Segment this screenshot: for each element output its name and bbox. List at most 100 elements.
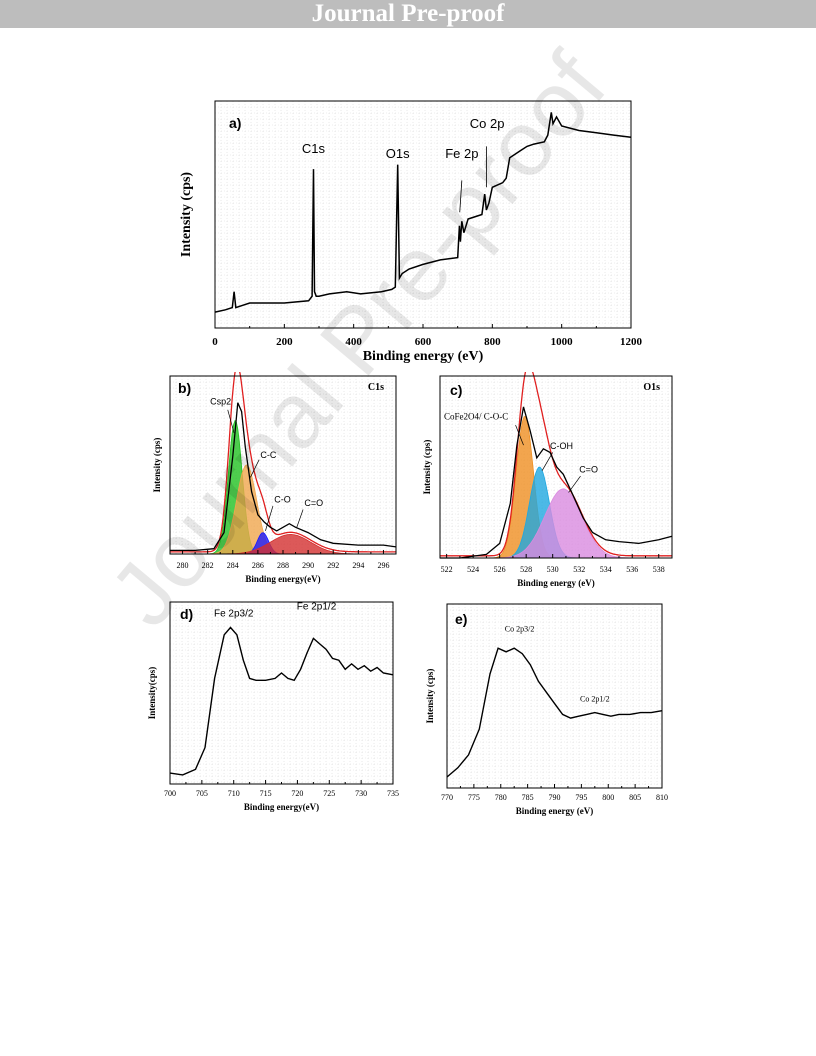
x-tick-label: 282 xyxy=(202,561,214,570)
x-tick-label: 1200 xyxy=(620,336,643,348)
banner-title: Journal Pre-proof xyxy=(311,0,505,27)
annotation-c-double-o-pointer xyxy=(296,509,304,528)
x-tick-label: 530 xyxy=(547,565,559,574)
x-tick-label: 800 xyxy=(602,793,614,802)
co2p-chart: 770 775 780 785 790 795 800 805 810 Binding energ… xyxy=(425,603,668,816)
annotation-fe2p: Fe 2p xyxy=(445,146,478,161)
data-line xyxy=(169,626,394,776)
x-tick-label: 800 xyxy=(484,336,501,348)
annotation-fe2p32: Fe 2p3/2 xyxy=(214,609,254,620)
x-tick-label: 730 xyxy=(355,789,367,798)
x-tick-label: 710 xyxy=(228,789,240,798)
x-tick-label: 526 xyxy=(494,565,506,574)
x-tick-label: 725 xyxy=(323,789,335,798)
grid-dots xyxy=(170,602,393,784)
annotation-c1s: C1s xyxy=(302,141,326,156)
x-tick-label: 538 xyxy=(653,565,665,574)
y-axis-label: Intensity (cps) xyxy=(179,172,194,258)
x-tick-label: 524 xyxy=(467,565,479,574)
grid-dots xyxy=(215,101,631,328)
y-axis-label: Intensity (cps) xyxy=(425,669,435,724)
x-tick-label: 600 xyxy=(415,336,432,348)
annotation-cc-pointer xyxy=(250,459,260,478)
x-axis-label: Binding energy(eV) xyxy=(245,574,320,584)
x-tick-label: 785 xyxy=(522,793,534,802)
x-tick-label: 720 xyxy=(291,789,303,798)
c1s-chart: 280 282 284 286 288 290 292 294 296 Binding energ… xyxy=(152,372,397,584)
x-tick-label: 810 xyxy=(656,793,668,802)
fe2p-chart: 700 705 710 715 720 725 730 735 Binding energy(e… xyxy=(147,601,399,812)
panel-a-survey: 0 200 400 600 800 1000 1200 Binding energy (eV)… xyxy=(178,95,660,363)
plot-frame xyxy=(439,375,673,559)
grid-dots xyxy=(440,376,672,558)
y-axis-label: Intensity (cps) xyxy=(422,440,432,495)
header-banner: Journal Pre-proof xyxy=(0,0,816,28)
plot-background xyxy=(170,376,396,554)
x-tick-label: 0 xyxy=(212,336,218,348)
x-tick-label: 522 xyxy=(441,565,453,574)
x-tick-label: 280 xyxy=(177,561,189,570)
annotation-coh-pointer xyxy=(541,452,553,471)
annotation-co2p: Co 2p xyxy=(470,116,505,131)
survey-chart: 0 200 400 600 800 1000 1200 Binding energy (eV)… xyxy=(179,100,643,363)
annotation-cofe2o4-pointer xyxy=(515,425,524,446)
x-tick-label: 775 xyxy=(468,793,480,802)
annotation-cc: C-C xyxy=(260,450,276,460)
annotation-fe2p-pointer xyxy=(459,180,463,213)
plot-background xyxy=(215,101,631,328)
panel-letter: e) xyxy=(455,611,467,627)
o1s-chart: 522 524 526 528 530 532 534 536 538 Binding energ… xyxy=(422,372,673,588)
annotation-co2p32: Co 2p3/2 xyxy=(505,625,535,634)
data-line xyxy=(446,647,663,778)
x-tick-label: 290 xyxy=(302,561,314,570)
data-line xyxy=(440,406,673,559)
plot-background xyxy=(170,602,393,784)
x-tick-label: 532 xyxy=(573,565,585,574)
x-tick-label: 528 xyxy=(520,565,532,574)
annotation-cofe2o4: CoFe2O4/ C-O-C xyxy=(444,412,508,422)
x-axis-label: Binding energy (eV) xyxy=(516,806,594,816)
x-tick-label: 705 xyxy=(196,789,208,798)
panel-title: C1s xyxy=(368,382,384,393)
x-tick-label: 296 xyxy=(377,561,389,570)
annotation-coh: C-OH xyxy=(550,441,573,451)
x-tick-label: 700 xyxy=(164,789,176,798)
annotation-fe2p12: Fe 2p1/2 xyxy=(297,601,337,612)
annotation-co: C-O xyxy=(274,494,291,504)
y-axis-label: Intensity(cps) xyxy=(147,667,157,720)
panel-letter: c) xyxy=(450,382,462,398)
x-tick-label: 795 xyxy=(575,793,587,802)
annotation-co-pointer xyxy=(265,505,274,531)
x-tick-label: 780 xyxy=(495,793,507,802)
x-tick-label: 715 xyxy=(260,789,272,798)
panel-e-co2p: 770 775 780 785 790 795 800 805 810 Binding energ… xyxy=(412,598,686,822)
data-line xyxy=(214,112,632,313)
x-tick-label: 284 xyxy=(227,561,239,570)
x-tick-label: 735 xyxy=(387,789,399,798)
panel-d-fe2p: 700 705 710 715 720 725 730 735 Binding energy(e… xyxy=(135,598,403,820)
panel-c-o1s: 522 524 526 528 530 532 534 536 538 Binding energ… xyxy=(410,372,676,596)
x-tick-label: 294 xyxy=(352,561,364,570)
x-tick-label: 1000 xyxy=(551,336,574,348)
annotation-c-double-o-pointer xyxy=(568,475,581,493)
x-axis-label: Binding energy (eV) xyxy=(517,578,595,588)
panel-letter: d) xyxy=(180,606,193,622)
annotation-co2p12: Co 2p1/2 xyxy=(580,695,610,704)
annotation-o1s: O1s xyxy=(386,146,410,161)
panel-b-c1s: 280 282 284 286 288 290 292 294 296 Binding energ… xyxy=(150,372,398,592)
x-tick-label: 770 xyxy=(441,793,453,802)
panel-letter: a) xyxy=(229,115,241,131)
x-tick-label: 805 xyxy=(629,793,641,802)
plot-background xyxy=(447,604,662,788)
x-tick-label: 288 xyxy=(277,561,289,570)
annotation-csp2: Csp2 xyxy=(210,396,231,406)
x-tick-label: 200 xyxy=(276,336,293,348)
x-axis-label: Binding energy(eV) xyxy=(244,802,319,812)
x-tick-label: 536 xyxy=(626,565,638,574)
x-tick-label: 292 xyxy=(327,561,339,570)
annotation-c-double-o: C=O xyxy=(579,464,598,474)
x-tick-label: 400 xyxy=(345,336,362,348)
y-axis-label: Intensity (cps) xyxy=(152,438,162,493)
x-tick-label: 790 xyxy=(549,793,561,802)
x-axis-label: Binding energy (eV) xyxy=(363,349,484,363)
